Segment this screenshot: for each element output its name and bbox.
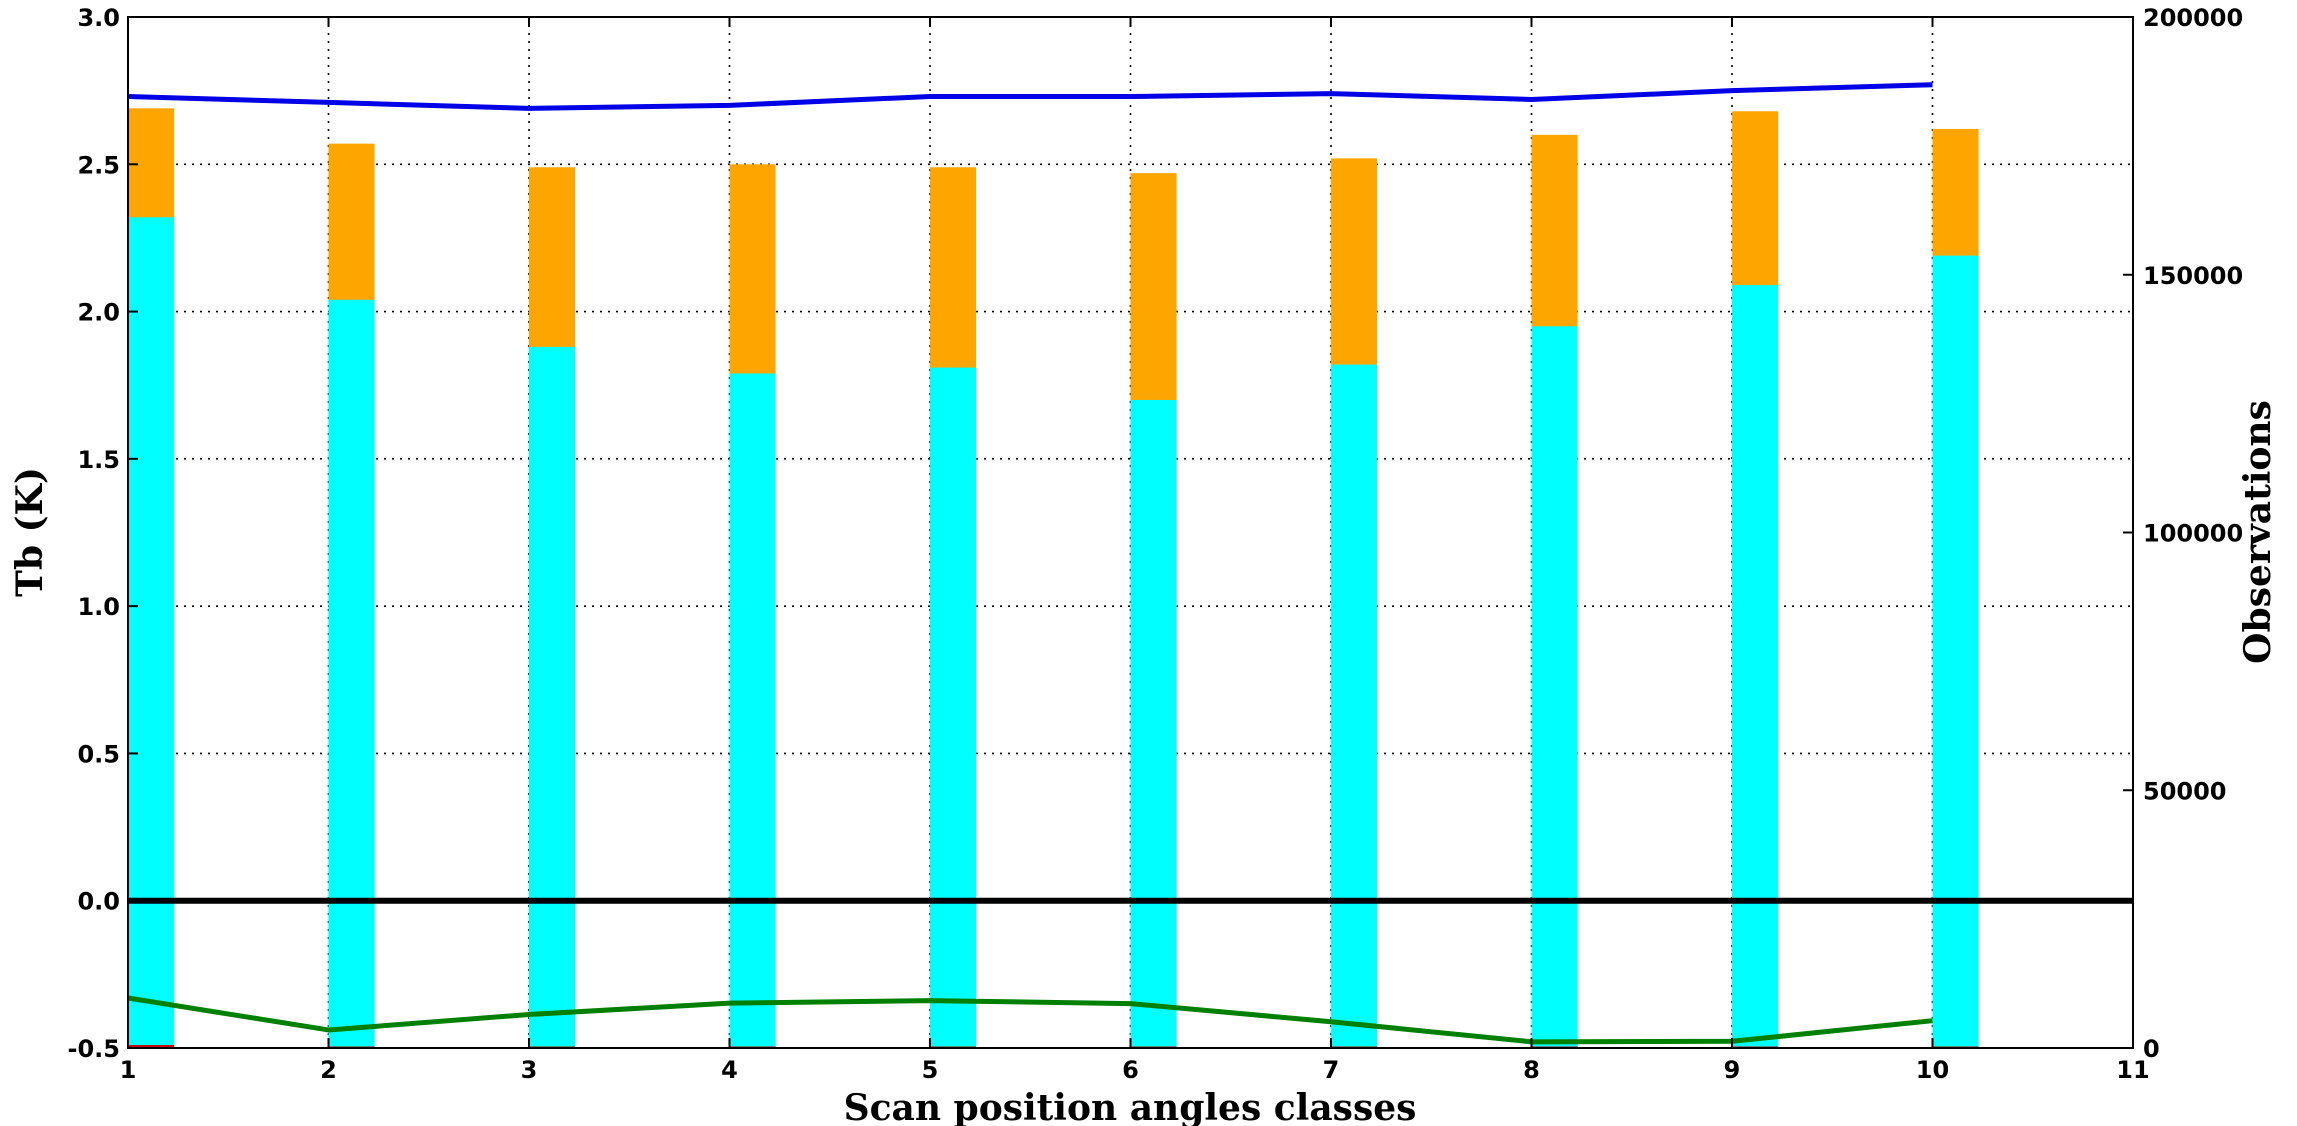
- y-left-axis-title: Tb (K): [9, 467, 51, 597]
- y-right-axis-title: Observations: [2237, 400, 2279, 664]
- y-left-tick-label: 3.0: [77, 4, 120, 32]
- x-tick-label: 7: [1323, 1056, 1340, 1084]
- x-tick-label: 3: [521, 1056, 538, 1084]
- y-right-tick-label: 50000: [2143, 777, 2227, 805]
- x-tick-label: 2: [320, 1056, 337, 1084]
- bar-cyan: [1932, 255, 1979, 1049]
- y-left-tick-label: 2.5: [77, 151, 120, 179]
- y-right-tick-label: 0: [2143, 1035, 2160, 1063]
- y-left-tick-label: 0.5: [77, 740, 120, 768]
- bar-cyan: [1531, 326, 1578, 1048]
- bar-red: [128, 1045, 175, 1048]
- lines-layer: [127, 82, 2133, 1045]
- y-left-tick-label: 0.0: [77, 888, 120, 916]
- y-left-tick-label: 1.0: [77, 593, 120, 621]
- x-tick-label: 6: [1122, 1056, 1139, 1084]
- y-right-tick-label: 150000: [2143, 262, 2243, 290]
- bar-cyan: [1331, 364, 1378, 1048]
- y-right-tick-label: 200000: [2143, 4, 2243, 32]
- y-left-tick-label: 2.0: [77, 299, 120, 327]
- bar-cyan: [1130, 399, 1177, 1048]
- series-line-green: [127, 995, 1933, 1045]
- y-right-tick-label: 100000: [2143, 520, 2243, 548]
- bar-cyan: [328, 299, 375, 1048]
- bar-cyan: [729, 373, 776, 1049]
- y-left-tick-label: 1.5: [77, 446, 120, 474]
- x-tick-label: 8: [1523, 1056, 1540, 1084]
- ticks-layer: 1 2 3 4 5 6 7 8 9 10 11 -0.5 0.0 0.5 1.0 1.5 2.0 2.5 3.0 0 5…: [68, 4, 2244, 1084]
- x-tick-label: 5: [922, 1056, 939, 1084]
- bar-cyan: [1732, 285, 1779, 1048]
- x-tick-label: 11: [2116, 1056, 2149, 1084]
- y-left-tick-label: -0.5: [68, 1035, 120, 1063]
- bar-cyan: [529, 346, 576, 1048]
- bar-cyan: [128, 217, 175, 1048]
- x-tick-label: 4: [721, 1056, 738, 1084]
- x-tick-label: 10: [1916, 1056, 1949, 1084]
- x-axis-title: Scan position angles classes: [844, 1087, 1417, 1126]
- x-tick-label: 9: [1724, 1056, 1741, 1084]
- bar-cyan: [930, 367, 977, 1048]
- bars-layer: [128, 108, 1979, 1049]
- series-line-blue: [127, 82, 1933, 111]
- x-tick-label: 1: [120, 1056, 137, 1084]
